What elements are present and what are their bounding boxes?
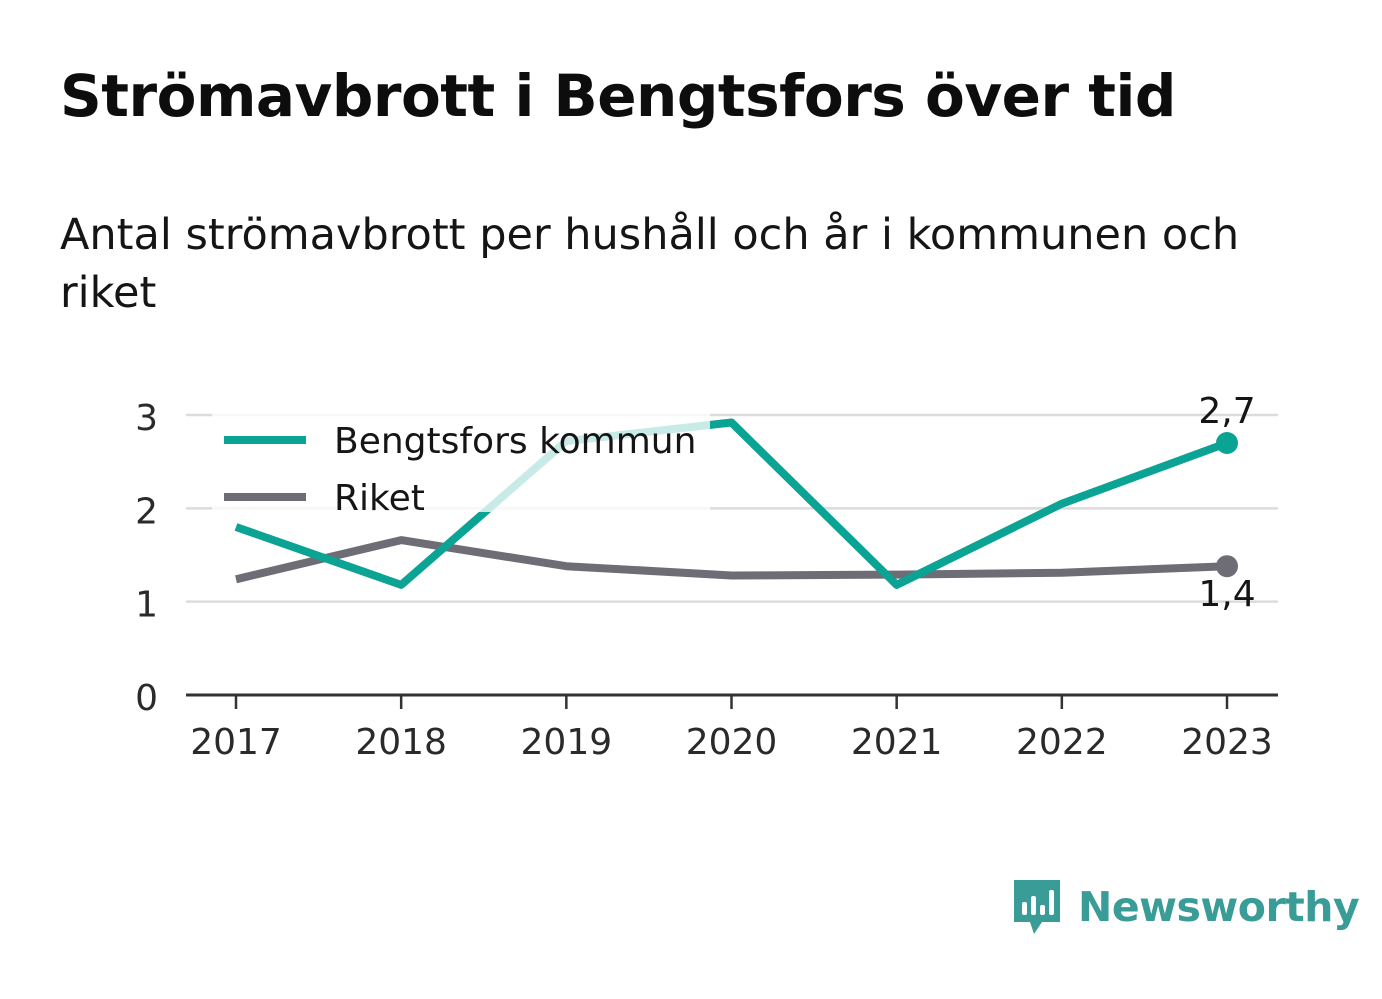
legend-label: Bengtsfors kommun <box>334 421 696 462</box>
y-tick-label: 3 <box>135 398 158 439</box>
end-point-marker <box>1216 555 1238 578</box>
legend: Bengtsfors kommun Riket <box>212 412 710 519</box>
brand-name: Newsworthy <box>1078 883 1360 931</box>
legend-label: Riket <box>334 478 425 519</box>
x-tick-label: 2020 <box>686 722 778 763</box>
y-tick-label: 1 <box>135 585 158 626</box>
x-tick-label: 2019 <box>521 722 613 763</box>
data-labels: 2,7 1,4 <box>1198 391 1255 615</box>
chart-bubble-icon <box>1014 880 1060 934</box>
chart-subtitle: Antal strömavbrott per hushåll och år i … <box>60 210 1240 318</box>
y-tick-label: 2 <box>135 491 158 532</box>
x-tick-label: 2018 <box>355 722 447 763</box>
x-tick-label: 2017 <box>190 722 282 763</box>
x-tick-label: 2022 <box>1016 722 1108 763</box>
end-value-label: 2,7 <box>1198 391 1255 432</box>
series-lines <box>234 418 1229 589</box>
axes: 0 1 2 3 2017 2018 2019 2020 2021 2022 2023 <box>135 398 1278 763</box>
end-value-label: 1,4 <box>1198 574 1255 615</box>
series-line <box>235 536 1228 584</box>
end-point-marker <box>1216 432 1238 454</box>
x-tick-label: 2021 <box>851 722 943 763</box>
chart-title: Strömavbrott i Bengtsfors över tid <box>60 62 1176 130</box>
x-tick-label: 2023 <box>1181 722 1273 763</box>
series-line <box>234 418 1229 589</box>
newsworthy-logo: Newsworthy <box>1010 876 1360 938</box>
y-tick-label: 0 <box>135 678 158 719</box>
